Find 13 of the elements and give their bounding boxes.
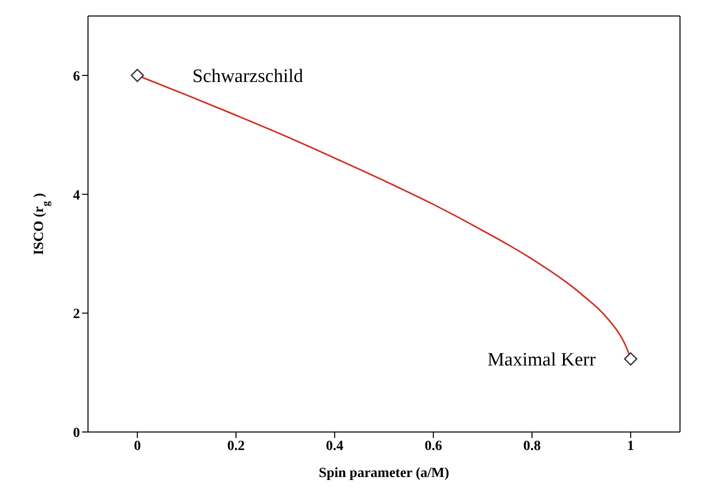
y-tick-label: 6 [73, 69, 80, 84]
x-tick-label: 0.6 [424, 438, 442, 454]
x-axis-title: Spin parameter (a/M) [318, 466, 450, 481]
x-tick-label: 0.2 [227, 438, 245, 454]
x-tick-label: 0.4 [326, 438, 344, 454]
y-tick-label: 0 [73, 426, 80, 441]
x-tick-label: 1 [627, 438, 634, 454]
annotation: Maximal Kerr [488, 350, 596, 371]
y-tick-label: 2 [73, 307, 80, 322]
x-tick-label: 0.8 [523, 438, 541, 454]
x-tick-label: 0 [134, 438, 141, 454]
y-tick-label: 4 [73, 188, 80, 204]
annotation: Schwarzschild [192, 66, 304, 88]
